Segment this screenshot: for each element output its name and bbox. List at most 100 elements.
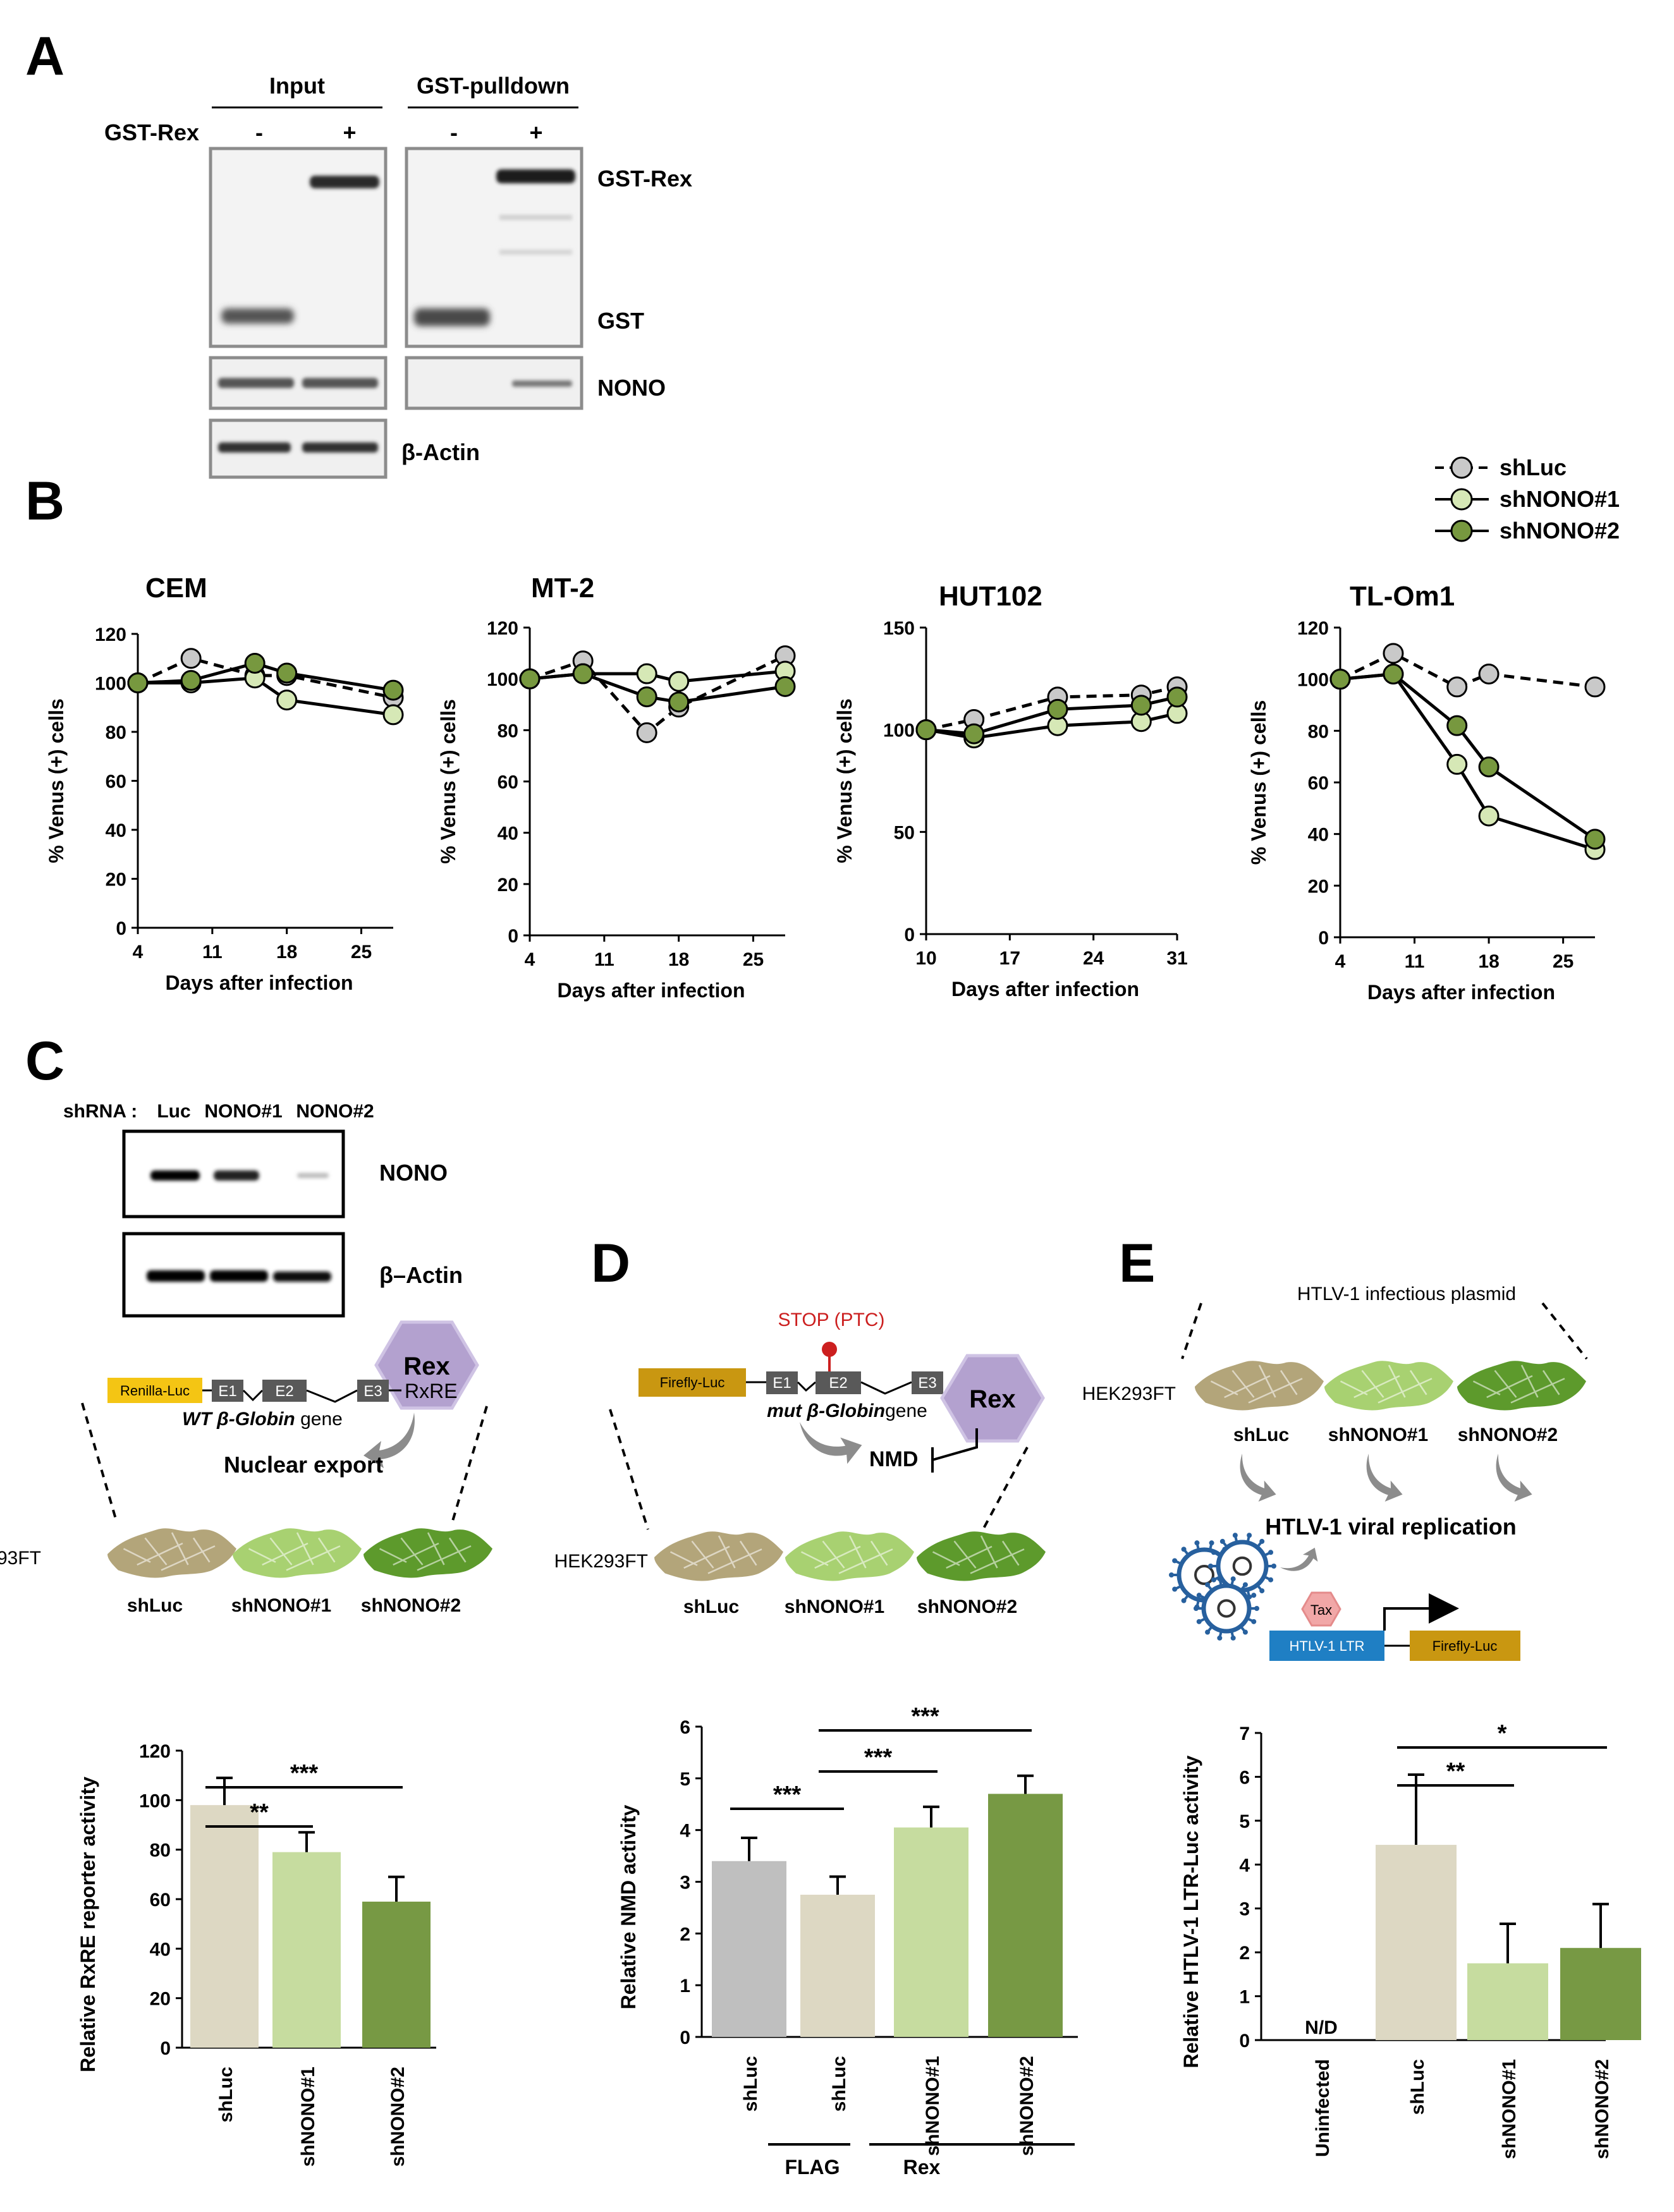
x-tick-label: 18: [1478, 951, 1499, 972]
x-tick-label: shNONO#1: [922, 2056, 943, 2156]
cell-label-shluc-d: shLuc: [683, 1596, 739, 1617]
nuclear-export-label: Nuclear export: [224, 1452, 383, 1478]
arrow-e-shnono2: [1490, 1453, 1539, 1505]
bar: [362, 1901, 431, 2048]
point-shnono1: [382, 704, 404, 726]
point-shnono2: [1383, 664, 1404, 684]
band-gst-rex-pulldown: [496, 169, 575, 183]
point-shnono1: [1446, 753, 1468, 775]
y-tick-label: 80: [106, 722, 126, 743]
input-header: Input: [269, 73, 325, 99]
group-label-flag: FLAG: [785, 2156, 840, 2179]
x-tick-label: shNONO#2: [388, 2067, 408, 2166]
rxre-label: RxRE: [405, 1380, 458, 1402]
cell-shnono1-c: [231, 1528, 363, 1579]
y-tick-label: 100: [139, 1790, 171, 1811]
x-axis-label-cem: Days after infection: [166, 971, 353, 994]
y-axis-label-c-bar: Relative RxRE reporter activity: [76, 1777, 99, 2072]
lane-minus-input: -: [255, 119, 263, 145]
y-tick-label: 100: [487, 669, 518, 690]
ltr-box: [1269, 1631, 1384, 1661]
series-line-shnono2: [529, 672, 786, 704]
y-tick-label: 40: [498, 823, 518, 844]
band-gst-pulldown: [414, 308, 490, 326]
wt-globin-label: WT β-Globin gene: [182, 1409, 343, 1430]
x-tick-label: 11: [202, 942, 223, 963]
hek-label-c: HEK293FT: [0, 1548, 41, 1569]
x-axis-label-mt-2: Days after infection: [558, 979, 745, 1002]
point-shnono2: [915, 719, 937, 741]
blot-input-main: [209, 147, 388, 348]
x-tick-label: shLuc: [216, 2067, 236, 2122]
point-shnono2: [1446, 715, 1468, 736]
construct-c: Renilla-Luc E1 E2 E3 RxRE WT β-Globin ge…: [107, 1378, 458, 1430]
x-tick-label: 18: [668, 949, 689, 970]
legend-label-shnono1: shNONO#1: [1500, 486, 1620, 512]
line-chart-tl-om1: TL-Om1 0 20 40 60 80 100 120 4 11 18 25 Days after i…: [1247, 581, 1606, 1004]
panel-d-label: D: [591, 1233, 630, 1294]
y-tick-label: 80: [498, 720, 518, 741]
x-tick-label: 17: [999, 948, 1020, 969]
y-tick-label: 60: [150, 1890, 171, 1911]
point-shluc: [1584, 676, 1606, 698]
lane-label-nono1: NONO#1: [204, 1101, 282, 1122]
tax-label: Tax: [1310, 1602, 1332, 1618]
cell-label-shnono2-d: shNONO#2: [917, 1596, 1017, 1617]
y-tick-label: 40: [1308, 825, 1329, 846]
label-gst-rex: GST-Rex: [597, 166, 692, 191]
y-tick-label: 100: [1297, 670, 1329, 691]
cell-label-shnono1-c: shNONO#1: [231, 1595, 331, 1616]
line-chart-hut102: HUT102 0 50 100 150 10 17 24 31 Days after infect…: [833, 581, 1188, 1000]
y-tick-label: 0: [508, 926, 518, 947]
lane-label-luc: Luc: [157, 1101, 190, 1122]
point-shluc: [636, 722, 657, 743]
hek-label-d: HEK293FT: [554, 1551, 648, 1572]
point-shnono2: [1047, 698, 1068, 720]
y-tick-label: 20: [150, 1989, 171, 2010]
panel-c-label: C: [25, 1031, 64, 1091]
y-tick-label: 3: [1239, 1899, 1250, 1920]
lane-label-nono2: NONO#2: [296, 1101, 374, 1122]
label-gst: GST: [597, 308, 644, 334]
lane-plus-input: +: [343, 119, 356, 145]
x-tick-label: shNONO#1: [1499, 2059, 1520, 2159]
y-tick-label: 3: [680, 1873, 690, 1893]
bar: [800, 1894, 875, 2037]
y-tick-label: 5: [1239, 1811, 1250, 1832]
point-shnono2: [244, 653, 266, 674]
x-tick-label: 31: [1166, 948, 1187, 969]
stop-marker: [822, 1342, 837, 1357]
bar: [272, 1852, 341, 2048]
bar-chart-e-bar: 0 1 2 3 4 5 6 7 Relative HTLV-1 LTR-Luc activity…: [1180, 1720, 1641, 2159]
y-tick-label: 4: [680, 1821, 690, 1842]
transcription-arrow: [1383, 1593, 1459, 1631]
cell-shluc-c: [106, 1528, 238, 1579]
cell-label-shnono1-e: shNONO#1: [1328, 1425, 1428, 1445]
x-tick-label: shNONO#2: [1017, 2056, 1037, 2156]
y-tick-label: 150: [883, 618, 915, 639]
point-shnono2: [963, 723, 985, 744]
cell-label-shnono2-c: shNONO#2: [361, 1595, 461, 1616]
y-tick-label: 4: [1239, 1855, 1250, 1876]
panel-e: E HTLV-1 infectious plasmid HEK293FT shL…: [768, 1233, 1588, 2179]
exon-e2-d: E2: [829, 1375, 847, 1392]
bar: [190, 1805, 259, 2048]
y-tick-label: 1: [1239, 1987, 1250, 2008]
y-tick-label: 120: [139, 1741, 171, 1762]
point-shnono2: [668, 691, 690, 713]
cell-shnono2-d: [915, 1531, 1047, 1582]
x-axis-label-tl-om1: Days after infection: [1367, 981, 1555, 1004]
y-tick-label: 0: [1318, 928, 1329, 949]
legend-label-shnono2: shNONO#2: [1500, 518, 1620, 544]
rex-label-d: Rex: [969, 1385, 1015, 1413]
firefly-luc-label-d: Firefly-Luc: [660, 1375, 725, 1390]
arrow-e-shluc: [1234, 1453, 1283, 1505]
y-tick-label: 80: [1308, 721, 1329, 742]
stop-ptc-label: STOP (PTC): [778, 1310, 885, 1330]
rex-hexagon-d: Rex: [940, 1354, 1045, 1443]
ltr-label: HTLV-1 LTR: [1290, 1638, 1365, 1654]
y-tick-label: 60: [106, 772, 126, 793]
cell-shnono2-c: [362, 1528, 494, 1579]
point-shnono1: [636, 663, 657, 684]
